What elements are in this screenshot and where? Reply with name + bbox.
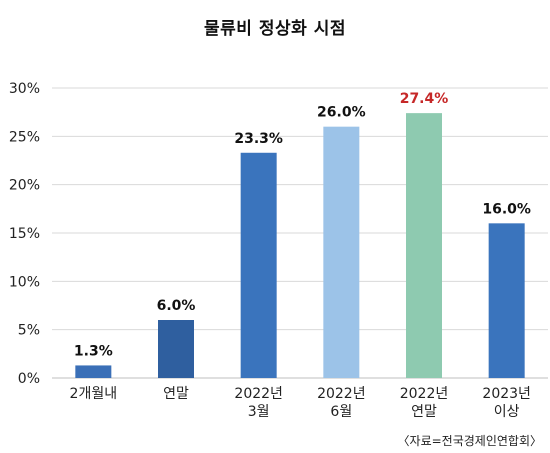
y-tick-label: 20% <box>9 178 40 194</box>
y-tick-label: 5% <box>18 323 40 339</box>
y-tick-label: 25% <box>9 129 40 145</box>
x-tick-label: 연말 <box>163 386 189 402</box>
x-tick-label: 2개월내 <box>70 386 118 402</box>
data-label: 27.4% <box>400 91 449 107</box>
x-tick-label: 연말 <box>411 404 437 420</box>
x-tick-label: 2023년 <box>482 386 531 402</box>
bar <box>406 113 442 378</box>
x-tick-label: 6월 <box>330 404 352 420</box>
y-tick-label: 0% <box>18 371 40 387</box>
bar <box>240 152 277 378</box>
y-tick-label: 10% <box>9 274 40 290</box>
chart-title: 물류비 정상화 시점 <box>204 19 346 39</box>
x-tick-label: 2022년 <box>234 386 283 402</box>
bar <box>75 365 112 378</box>
data-label: 23.3% <box>234 131 283 147</box>
data-label: 16.0% <box>482 201 531 217</box>
data-label: 1.3% <box>74 343 113 359</box>
data-label: 26.0% <box>317 105 366 121</box>
x-tick-label: 2022년 <box>317 386 366 402</box>
x-tick-label: 이상 <box>494 404 520 420</box>
bar <box>488 223 525 378</box>
bar <box>323 126 360 379</box>
source-note: 〈자료=전국경제인연합회〉 <box>397 434 542 448</box>
bar <box>158 320 194 378</box>
data-label: 6.0% <box>157 298 196 314</box>
y-tick-label: 30% <box>9 81 40 97</box>
x-tick-label: 2022년 <box>400 386 449 402</box>
y-tick-label: 15% <box>9 226 40 242</box>
x-tick-label: 3월 <box>248 404 270 420</box>
